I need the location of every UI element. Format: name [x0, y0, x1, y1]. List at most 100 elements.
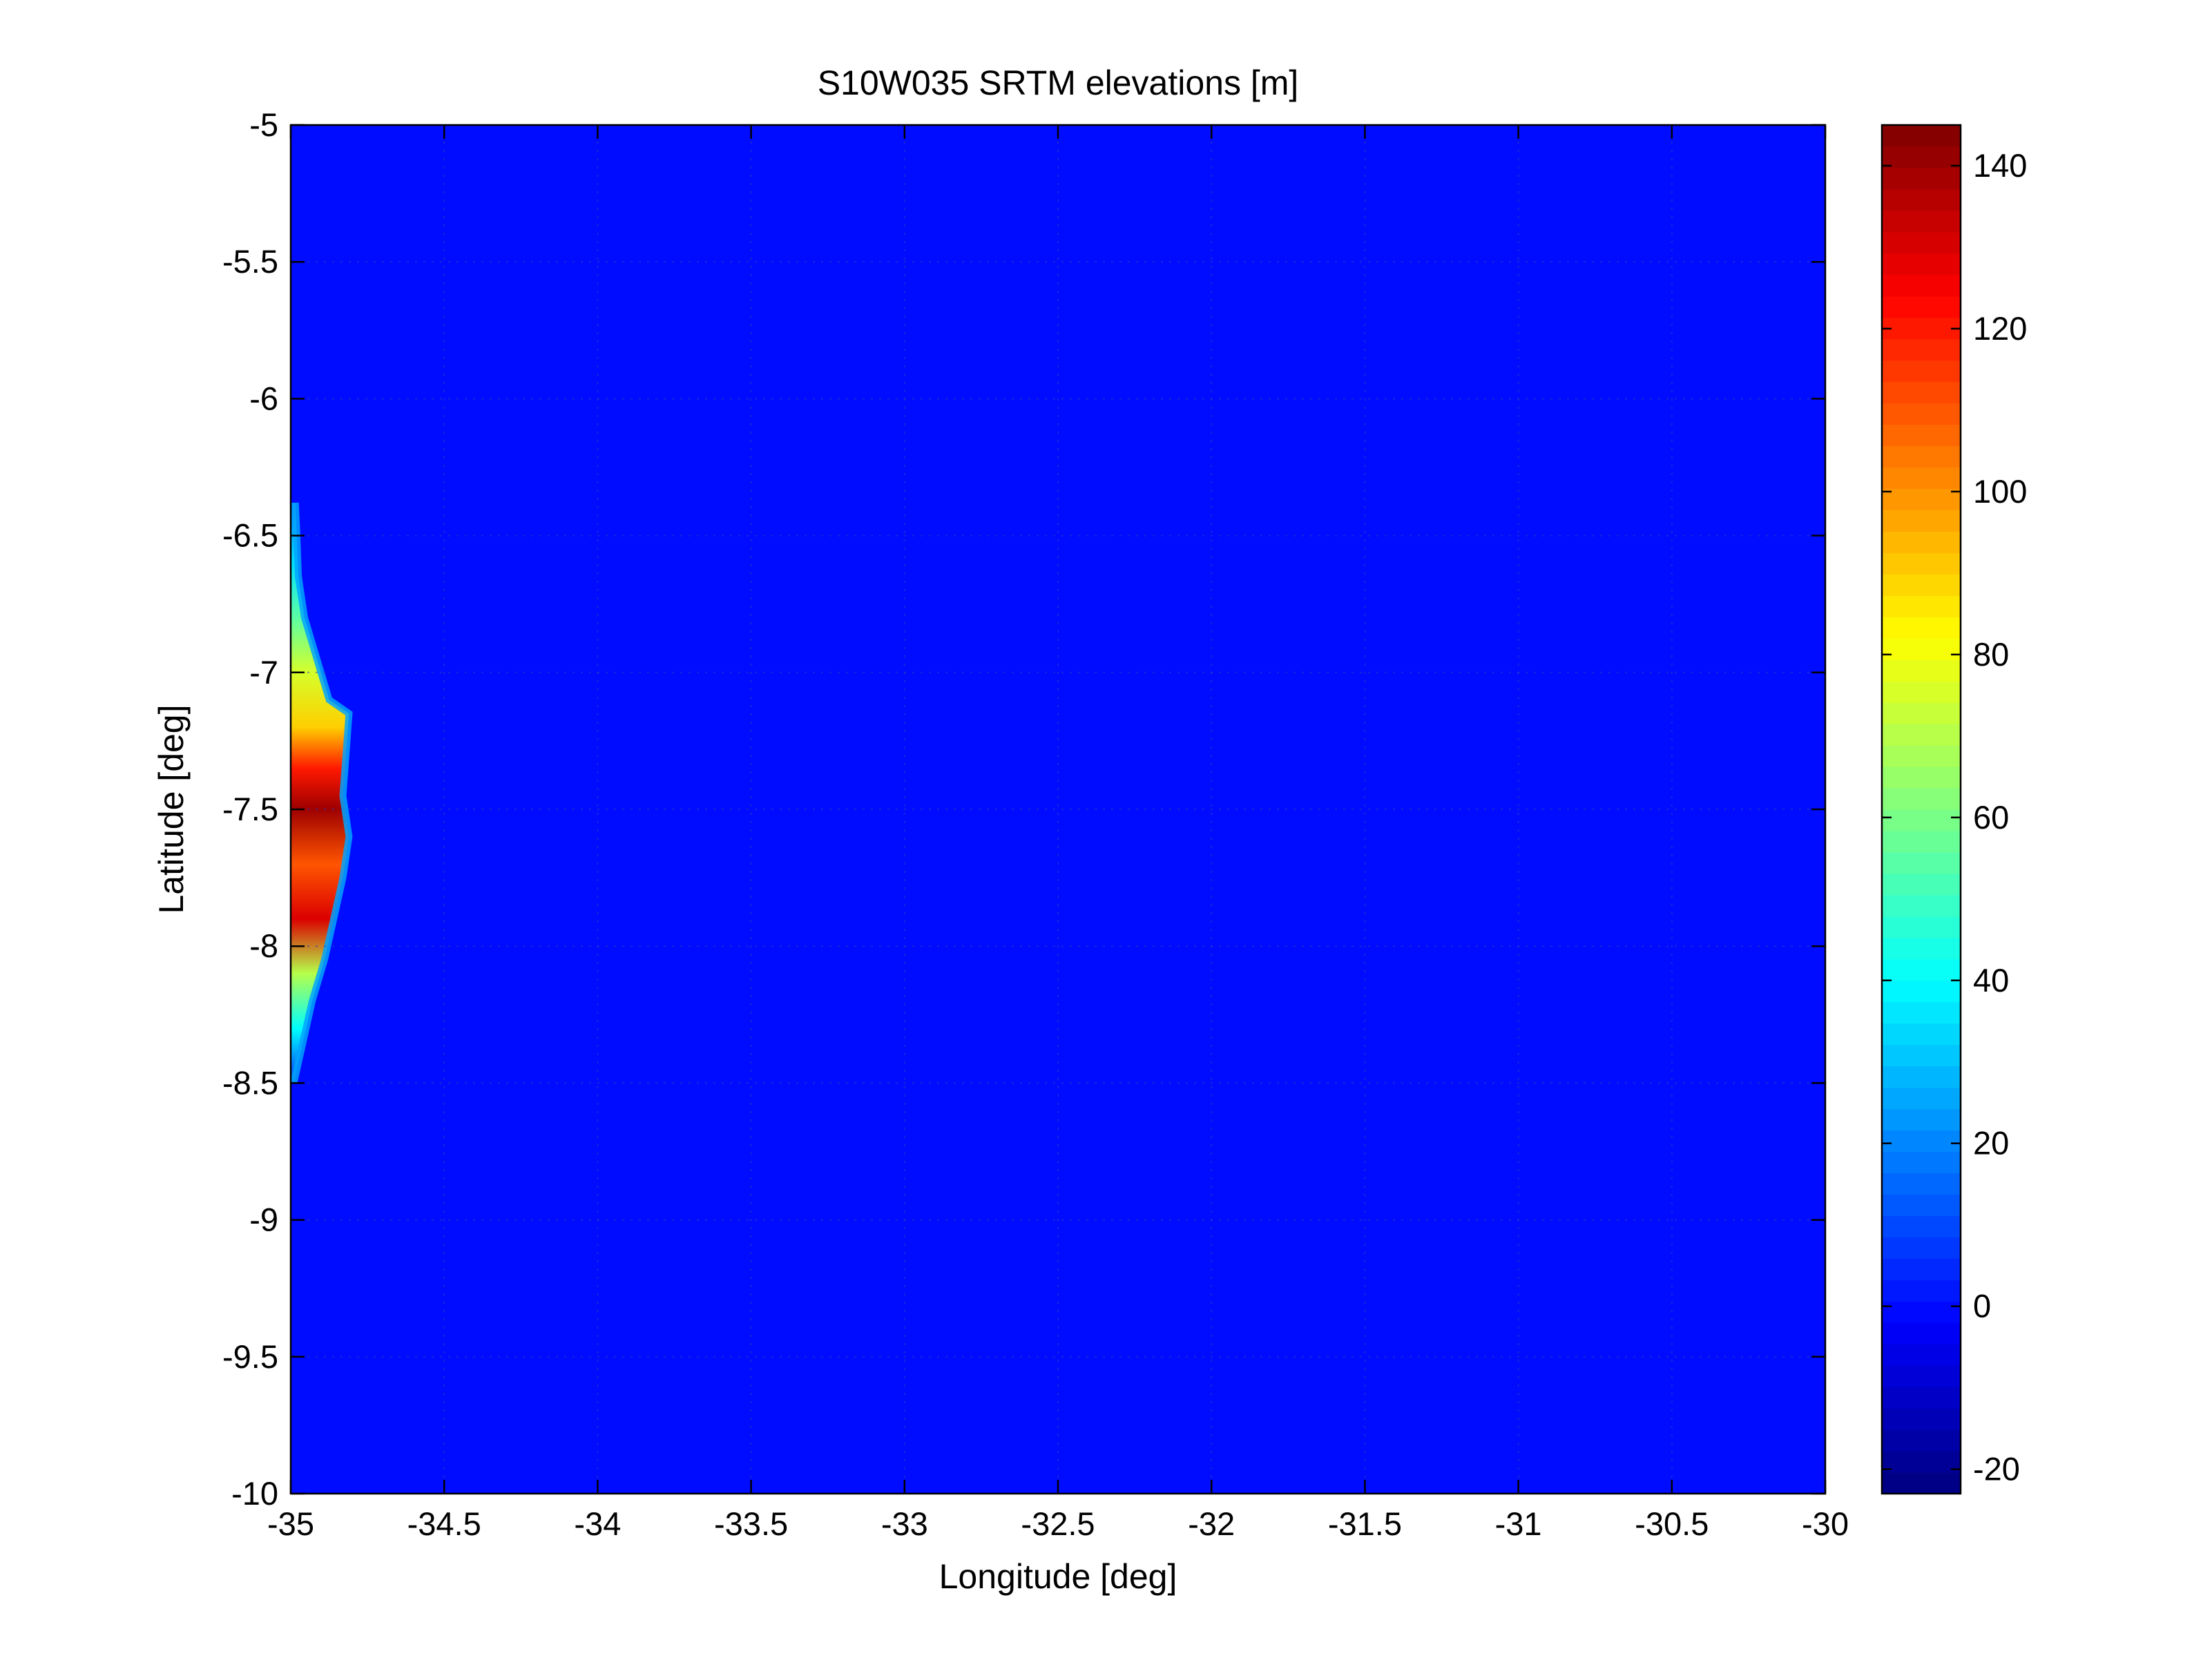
y-tick-label: -6	[249, 380, 278, 416]
colorbar-band	[1882, 1258, 1961, 1280]
colorbar-tick-label: 120	[1973, 310, 2027, 347]
elevation-heatmap-background	[291, 125, 1825, 1494]
x-tick-label: -35	[267, 1505, 314, 1542]
colorbar-band	[1882, 1387, 1961, 1409]
colorbar-band	[1882, 745, 1961, 767]
colorbar-band	[1882, 1344, 1961, 1366]
y-tick-label: -7.5	[222, 791, 278, 827]
colorbar-band	[1882, 617, 1961, 639]
colorbar-band	[1882, 1001, 1961, 1024]
y-tick-label: -5	[249, 106, 278, 143]
colorbar-band	[1882, 488, 1961, 511]
x-tick-label: -34	[574, 1505, 621, 1542]
colorbar-band	[1882, 767, 1961, 789]
colorbar-band	[1882, 1108, 1961, 1131]
colorbar-band	[1882, 253, 1961, 276]
x-tick-label: -31.5	[1328, 1505, 1402, 1542]
colorbar-band	[1882, 1173, 1961, 1195]
colorbar-band	[1882, 189, 1961, 211]
x-axis: -35 -34.5 -34 -33.5 -33 -32.5 -32 -31.5 -31 -30.5…	[267, 125, 1849, 1542]
colorbar-band	[1882, 1130, 1961, 1153]
chart-title: S10W035 SRTM elevations [m]	[818, 64, 1299, 102]
y-tick-label: -6.5	[222, 517, 278, 554]
colorbar-band	[1882, 445, 1961, 468]
y-axis-label: Latitude [deg]	[152, 704, 191, 914]
y-tick-label: -5.5	[222, 243, 278, 280]
colorbar-band	[1882, 360, 1961, 383]
coastline-fringe	[291, 502, 353, 1084]
colorbar-band	[1882, 1151, 1961, 1174]
colorbar-band	[1882, 1408, 1961, 1430]
colorbar-band	[1882, 702, 1961, 724]
colorbar-band	[1882, 1044, 1961, 1067]
colorbar-tick-label: 60	[1973, 799, 2009, 836]
y-axis: -5 -5.5 -6 -6.5 -7 -7.5 -8 -8.5 -9 -9.5 -10	[222, 106, 1825, 1512]
colorbar-band	[1882, 467, 1961, 490]
x-tick-label: -33	[881, 1505, 928, 1542]
colorbar-band	[1882, 809, 1961, 831]
colorbar-band	[1882, 958, 1961, 981]
colorbar-tick-label: -20	[1973, 1451, 2020, 1487]
y-tick-label: -7	[249, 654, 278, 691]
colorbar-band	[1882, 1451, 1961, 1473]
colorbar-band	[1882, 510, 1961, 532]
colorbar-band	[1882, 851, 1961, 874]
colorbar-band	[1882, 1429, 1961, 1452]
colorbar-band	[1882, 659, 1961, 682]
colorbar-band	[1882, 210, 1961, 233]
colorbar-tick-label: 0	[1973, 1288, 1991, 1324]
colorbar-band	[1882, 1215, 1961, 1237]
y-tick-label: -9	[249, 1202, 278, 1238]
colorbar-band	[1882, 1194, 1961, 1217]
colorbar-tick-label: 80	[1973, 636, 2009, 673]
colorbar-band	[1882, 937, 1961, 960]
colorbar-band	[1882, 338, 1961, 361]
colorbar-band	[1882, 916, 1961, 938]
land-elevation-layer	[291, 502, 353, 1084]
colorbar-tick-label: 140	[1973, 147, 2027, 184]
colorbar-band	[1882, 146, 1961, 168]
colorbar-band	[1882, 317, 1961, 340]
colorbar-frame	[1881, 124, 1962, 1495]
colorbar-band	[1882, 1237, 1961, 1259]
colorbar-ticks: -20 0 20 40 60 80 100 120 140	[1882, 147, 2027, 1487]
colorbar-band	[1882, 1301, 1961, 1323]
colorbar-band	[1882, 167, 1961, 190]
colorbar-band	[1882, 595, 1961, 617]
colorbar-band	[1882, 231, 1961, 254]
y-tick-label: -8.5	[222, 1064, 278, 1101]
colorbar-band	[1882, 1322, 1961, 1344]
colorbar-tick-label: 20	[1973, 1125, 2009, 1161]
colorbar-band	[1882, 424, 1961, 447]
colorbar-band	[1882, 531, 1961, 553]
colorbar-band	[1882, 681, 1961, 703]
x-tick-label: -30	[1802, 1505, 1849, 1542]
colorbar-tick-label: 40	[1973, 962, 2009, 999]
colorbar-band	[1882, 381, 1961, 404]
y-tick-label: -8	[249, 927, 278, 964]
colorbar-band	[1882, 894, 1961, 917]
colorbar-band	[1882, 1280, 1961, 1302]
colorbar-band	[1882, 125, 1961, 147]
colorbar-band	[1882, 638, 1961, 660]
colorbar-band	[1882, 296, 1961, 318]
y-tick-label: -10	[231, 1475, 278, 1512]
colorbar-gradient	[1882, 125, 1961, 1494]
x-tick-label: -34.5	[407, 1505, 481, 1542]
colorbar-band	[1882, 403, 1961, 425]
colorbar-band	[1882, 830, 1961, 853]
colorbar-band	[1882, 1365, 1961, 1387]
colorbar-band	[1882, 1023, 1961, 1045]
colorbar-tick-label: 100	[1973, 473, 2027, 510]
x-tick-label: -31	[1495, 1505, 1542, 1542]
colorbar: -20 0 20 40 60 80 100 120 140	[1881, 124, 2027, 1495]
x-tick-label: -32.5	[1021, 1505, 1095, 1542]
colorbar-band	[1882, 724, 1961, 746]
colorbar-band	[1882, 788, 1961, 810]
x-tick-label: -30.5	[1635, 1505, 1709, 1542]
colorbar-band	[1882, 274, 1961, 297]
colorbar-band	[1882, 552, 1961, 575]
colorbar-band	[1882, 1087, 1961, 1110]
plot-area	[291, 125, 1825, 1494]
